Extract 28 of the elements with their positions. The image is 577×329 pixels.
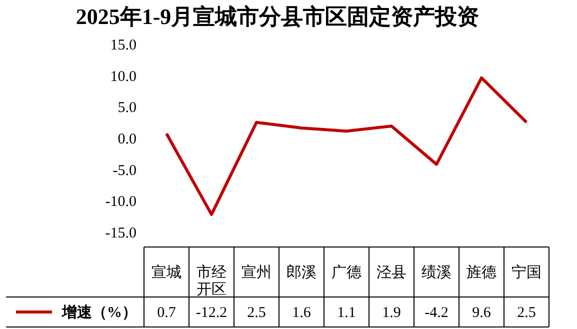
data-label: 9.6: [472, 305, 492, 321]
y-tick-label: -10.0: [105, 194, 136, 210]
x-tick-label: 旌德: [466, 264, 496, 281]
y-tick-label: 0.0: [118, 132, 136, 148]
data-label: 1.9: [382, 305, 401, 321]
x-tick-label: 宁国: [512, 264, 542, 281]
x-tick-label: 市经开区: [196, 264, 226, 298]
y-tick-label: 5.0: [118, 100, 136, 116]
data-label: 0.7: [157, 305, 176, 321]
line-series: [165, 76, 528, 216]
y-tick-label: -15.0: [105, 226, 136, 242]
y-tick-label: -5.0: [112, 162, 136, 179]
y-tick-label: 10.0: [110, 68, 136, 85]
y-tick-label: 15.0: [110, 38, 136, 54]
legend-label: 增速（%）: [61, 304, 137, 321]
data-label: -12.2: [196, 305, 228, 321]
data-label: 2.5: [517, 305, 536, 321]
data-label: 1.6: [292, 305, 312, 321]
chart-title: 2025年1-9月宣城市分县市区固定资产投资: [76, 4, 480, 29]
data-label: -4.2: [424, 305, 448, 321]
data-label: 1.1: [337, 305, 356, 321]
x-tick-label: 泾县: [376, 264, 406, 281]
x-tick-label: 绩溪: [422, 264, 452, 281]
data-label: 2.5: [247, 305, 266, 321]
x-tick-label: 郎溪: [286, 264, 316, 281]
x-tick-label: 广德: [332, 264, 362, 281]
x-tick-label: 宣州: [242, 264, 272, 281]
x-tick-label: 宣城: [152, 264, 182, 281]
